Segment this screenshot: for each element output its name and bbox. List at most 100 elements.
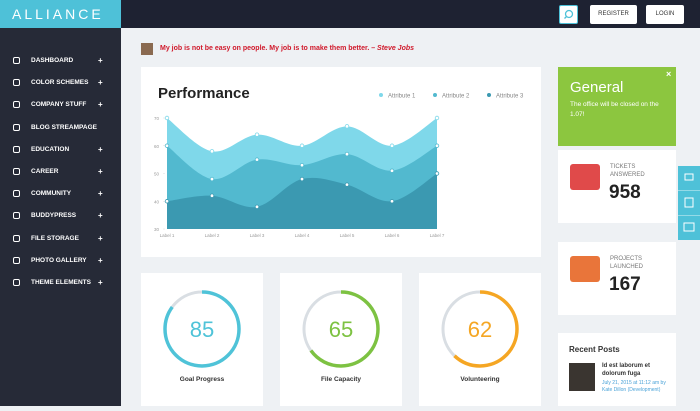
menu-item[interactable]: DASHBOARD + [0, 50, 121, 72]
gauge-arc [163, 290, 241, 368]
data-point [164, 115, 170, 121]
menu-icon [13, 145, 20, 153]
menu-icon [13, 123, 20, 131]
menu-item[interactable]: BUDDYPRESS + [0, 205, 121, 227]
stat-label: PROJECTS LAUNCHED [610, 256, 644, 270]
menu-label: FILE STORAGE [31, 234, 79, 242]
register-button[interactable]: REGISTER [590, 5, 637, 24]
post-meta: July 21, 2015 at 11:12 am by Kate Dillon… [602, 380, 666, 393]
menu-label: PHOTO GALLERY [31, 256, 87, 264]
data-point [299, 176, 305, 182]
stat-icon [570, 256, 600, 282]
data-point [344, 124, 350, 129]
data-point [209, 176, 215, 182]
post-title[interactable]: Id est laborum et dolorum fuga [602, 363, 651, 377]
menu-item[interactable]: THEME ELEMENTS + [0, 272, 121, 294]
menu-label: BUDDYPRESS [31, 212, 77, 220]
data-point [434, 143, 440, 148]
menu-icon [13, 79, 20, 87]
menu-icon [13, 234, 20, 242]
menu-label: THEME ELEMENTS [31, 279, 91, 286]
gauge-arc [302, 290, 380, 368]
menu-item[interactable]: COMPANY STUFF + [0, 94, 121, 116]
x-tick-label: Label 7 [430, 233, 445, 238]
data-point [344, 182, 350, 187]
menu-item[interactable]: COLOR SCHEMES + [0, 72, 121, 94]
side-tabs[interactable] [678, 166, 700, 240]
data-point [164, 143, 170, 148]
menu-icon [13, 101, 20, 109]
data-point [389, 143, 395, 148]
menu-icon [13, 168, 20, 175]
gauge-label: Goal Progress [180, 376, 225, 383]
login-button[interactable]: LOGIN [646, 5, 684, 24]
menu-item[interactable]: BLOG STREAMPAGE [0, 117, 121, 139]
gauge-arc [441, 290, 519, 368]
data-point [434, 171, 440, 176]
stat-card: TICKETS ANSWERED 958 [558, 150, 676, 223]
menu-icon [13, 256, 20, 264]
x-tick-label: Label 5 [340, 233, 355, 238]
performance-card: Performance 30 40 50 60 70 Label 1 Label 2 Labe… [141, 67, 541, 257]
data-point [209, 193, 215, 198]
menu-item[interactable]: CAREER + [0, 161, 121, 183]
data-point [299, 143, 305, 148]
data-point [389, 168, 395, 173]
stat-label: TICKETS ANSWERED [610, 164, 645, 178]
menu-item[interactable]: FILE STORAGE + [0, 228, 121, 250]
legend-marker [433, 93, 437, 97]
general-text: The office will be closed on the 1.07! [570, 101, 659, 118]
data-point [434, 115, 440, 121]
menu-item[interactable]: PHOTO GALLERY + [0, 250, 121, 272]
side-tab-icons [678, 173, 700, 232]
gauge-value: 65 [329, 317, 353, 342]
y-tick-label: 60 [154, 144, 160, 149]
search-icon [564, 9, 574, 19]
menu-item[interactable]: COMMUNITY + [0, 183, 121, 205]
recent-posts-card: Recent Posts Id est laborum et dolorum f… [558, 333, 676, 406]
gauge-value: 85 [190, 317, 214, 342]
data-point [254, 132, 260, 137]
stat-card: PROJECTS LAUNCHED 167 [558, 242, 676, 315]
data-point [254, 157, 260, 162]
y-tick-label: 40 [154, 199, 160, 204]
menu-label: BLOG STREAMPAGE [31, 123, 97, 131]
x-tick-label: Label 3 [250, 233, 265, 238]
close-button[interactable]: × [666, 69, 672, 79]
y-tick-label: 30 [154, 227, 160, 232]
quote-author: – Steve Jobs [371, 45, 415, 52]
data-point [164, 199, 170, 204]
stat-icon [570, 164, 600, 190]
chart-title: Performance [158, 85, 250, 102]
recent-posts-title: Recent Posts [569, 345, 620, 354]
x-tick-label: Label 6 [385, 233, 400, 238]
stat-value: 167 [609, 274, 641, 295]
y-tick-label: 70 [154, 116, 160, 121]
menu-label: DASHBOARD [31, 57, 74, 64]
legend-marker [487, 93, 491, 97]
legend-label: Attribute 2 [442, 94, 470, 100]
menu-expand: + [98, 56, 103, 65]
search-button[interactable] [559, 5, 578, 24]
performance-chart: Performance 30 40 50 60 70 Label 1 Label 2 Labe… [154, 85, 524, 238]
legend-marker [379, 93, 383, 97]
stat-value: 958 [609, 182, 641, 203]
gauge-card: 62 Volunteering [419, 273, 541, 406]
gauge: 65 File Capacity [302, 290, 380, 383]
gauge-card: 85 Goal Progress [141, 273, 263, 406]
general-title: General [570, 79, 624, 96]
x-tick-label: Label 2 [205, 233, 220, 238]
menu-label: EDUCATION [31, 145, 70, 153]
data-point [344, 151, 350, 157]
menu-label: CAREER [31, 168, 59, 175]
data-point [299, 162, 305, 168]
menu-icon [13, 190, 20, 198]
menu-item[interactable]: EDUCATION + [0, 139, 121, 161]
x-tick-label: Label 4 [295, 233, 310, 238]
data-point [389, 199, 395, 204]
logo[interactable]: ALLIANCE [0, 0, 121, 28]
menu-expand: + [98, 189, 103, 199]
menu-expand: + [98, 100, 103, 110]
legend-label: Attribute 1 [388, 94, 416, 100]
